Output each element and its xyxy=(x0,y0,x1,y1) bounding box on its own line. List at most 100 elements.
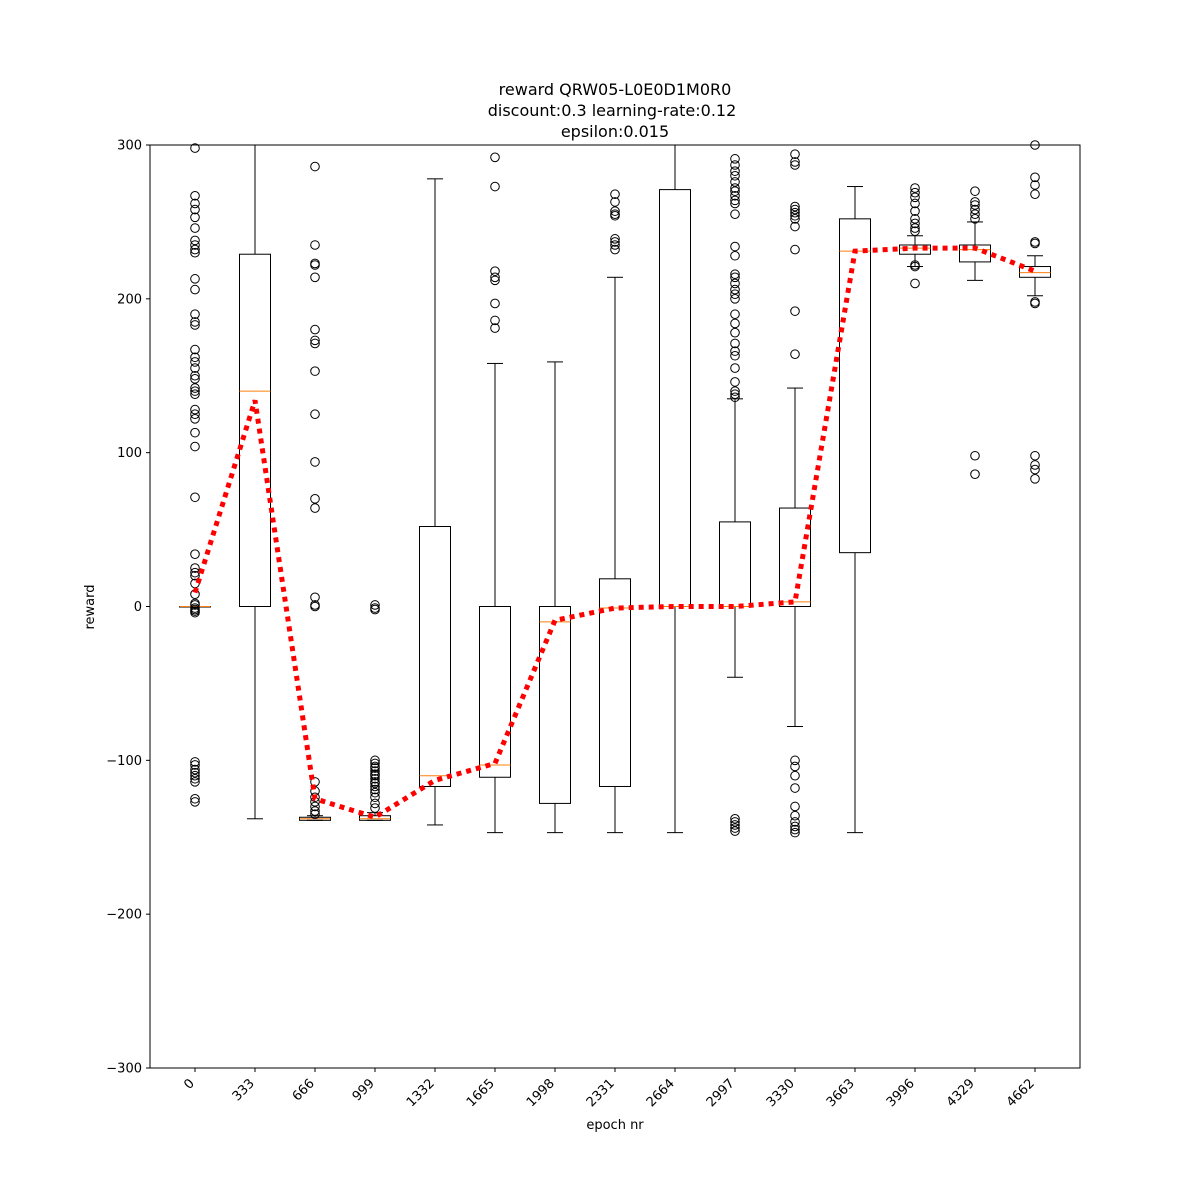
outlier-point xyxy=(730,294,740,304)
outlier-point xyxy=(970,200,980,210)
outlier-point xyxy=(790,810,800,821)
outlier-point xyxy=(730,350,740,361)
outlier-point xyxy=(310,457,320,467)
outlier-point xyxy=(190,427,200,438)
outlier-point xyxy=(190,370,200,381)
outlier-point xyxy=(730,190,740,201)
outlier-point xyxy=(490,315,500,326)
outlier-point xyxy=(190,357,200,367)
outlier-point xyxy=(790,821,800,832)
outlier-point xyxy=(790,770,800,781)
outlier-point xyxy=(190,320,200,330)
outlier-point xyxy=(1030,450,1040,461)
outlier-point xyxy=(730,160,740,170)
outlier-point xyxy=(190,363,200,373)
outlier-point xyxy=(970,186,980,196)
outlier-point xyxy=(190,757,200,767)
outlier-point xyxy=(190,492,200,503)
box-iqr xyxy=(839,218,871,554)
outlier-point xyxy=(190,198,200,209)
y-axis-label: reward xyxy=(83,584,98,629)
outlier-point xyxy=(1030,464,1040,475)
outlier-point xyxy=(730,327,740,338)
outlier-point xyxy=(970,214,980,224)
chart-title-line-2: discount:0.3 learning-rate:0.12 xyxy=(488,101,737,120)
outlier-point xyxy=(610,234,620,244)
outlier-point xyxy=(370,773,380,784)
outlier-point xyxy=(370,604,380,615)
outlier-point xyxy=(190,344,200,355)
outlier-point xyxy=(190,386,200,396)
outlier-point xyxy=(190,404,200,415)
outlier-point xyxy=(190,777,200,787)
outlier-point xyxy=(190,797,200,807)
outlier-point xyxy=(970,209,980,220)
outlier-point xyxy=(730,377,740,387)
outlier-point xyxy=(370,600,380,610)
outlier-point xyxy=(1030,189,1040,200)
box-iqr xyxy=(1019,266,1051,278)
outlier-point xyxy=(730,389,740,400)
outlier-point xyxy=(370,763,380,773)
box-iqr xyxy=(419,526,451,787)
outlier-point xyxy=(310,494,320,504)
outlier-point xyxy=(610,240,620,250)
outlier-point xyxy=(310,792,320,803)
outlier-point xyxy=(910,187,920,198)
outlier-point xyxy=(790,149,800,160)
outlier-point xyxy=(790,210,800,221)
outlier-point xyxy=(790,214,800,224)
outlier-point xyxy=(730,269,740,280)
outlier-point xyxy=(730,186,740,196)
outlier-point xyxy=(790,801,800,812)
y-tick-label: 100 xyxy=(117,446,142,461)
outlier-point xyxy=(370,787,380,798)
outlier-point xyxy=(490,298,500,309)
outlier-point xyxy=(730,195,740,206)
box-iqr xyxy=(599,578,631,787)
outlier-point xyxy=(190,235,200,246)
outlier-point xyxy=(910,206,920,216)
outlier-point xyxy=(610,189,620,200)
y-tick-label: −300 xyxy=(106,1062,142,1077)
outlier-point xyxy=(730,823,740,833)
outlier-point xyxy=(790,349,800,360)
outlier-point xyxy=(490,266,500,276)
outlier-point xyxy=(310,503,320,513)
outlier-point xyxy=(730,363,740,373)
outlier-point xyxy=(370,803,380,813)
outlier-point xyxy=(1030,140,1040,150)
outlier-point xyxy=(190,414,200,424)
outlier-point xyxy=(1030,238,1040,249)
outlier-point xyxy=(490,323,500,333)
outlier-point xyxy=(1030,172,1040,183)
mean-trend-line xyxy=(192,245,1036,820)
y-tick-label: −200 xyxy=(106,908,142,923)
outlier-point xyxy=(190,204,200,215)
chart-title-line-1: reward QRW05-L0E0D1M0R0 xyxy=(499,80,732,99)
outlier-point xyxy=(190,764,200,775)
y-tick-label: 0 xyxy=(134,600,142,615)
outlier-point xyxy=(790,201,800,212)
outlier-point xyxy=(730,278,740,289)
outlier-point xyxy=(730,272,740,283)
outlier-point xyxy=(910,223,920,233)
outlier-point xyxy=(790,783,800,793)
outlier-point xyxy=(790,157,800,167)
outlier-point xyxy=(730,392,740,403)
outlier-point xyxy=(790,755,800,766)
outlier-point xyxy=(190,374,200,384)
box-iqr xyxy=(779,507,811,607)
outlier-point xyxy=(190,274,200,284)
outlier-point xyxy=(730,318,740,329)
outlier-point xyxy=(190,773,200,784)
outlier-point xyxy=(790,824,800,835)
outlier-point xyxy=(370,770,380,781)
outlier-point xyxy=(910,218,920,229)
outlier-point xyxy=(190,247,200,258)
outlier-point xyxy=(730,346,740,356)
outlier-point xyxy=(730,820,740,830)
outlier-point xyxy=(190,600,200,610)
outlier-point xyxy=(310,801,320,812)
